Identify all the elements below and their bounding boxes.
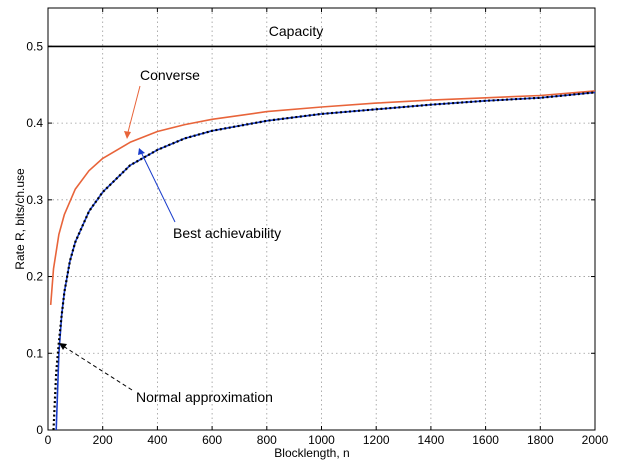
y-tick-label: 0 <box>36 423 43 437</box>
x-tick-label: 800 <box>257 433 277 447</box>
x-tick-label: 600 <box>202 433 222 447</box>
converse-annotation-arrow <box>126 85 141 137</box>
grid <box>48 8 595 430</box>
x-tick-label: 0 <box>45 433 52 447</box>
achievability-annotation-arrow <box>140 151 176 223</box>
x-tick-label: 200 <box>93 433 113 447</box>
tick-layer: 0 200 400 600 800 1000 1200 1400 1600 1800 2000 0 0.… <box>26 8 609 447</box>
y-tick-label: 0.1 <box>26 346 43 360</box>
series-converse <box>49 90 596 305</box>
x-tick-label: 2000 <box>582 433 609 447</box>
x-tick-label: 1800 <box>527 433 554 447</box>
normal-approx-annotation-arrow <box>62 345 133 391</box>
x-tick-label: 400 <box>147 433 167 447</box>
series-best-achievability <box>55 91 596 431</box>
x-tick-label: 1200 <box>363 433 390 447</box>
y-tick-label: 0.5 <box>26 39 43 53</box>
x-axis-label: Blocklength, n <box>274 446 349 460</box>
annotation-converse: Converse <box>140 67 200 83</box>
annotation-layer: Capacity Converse Best achievability Nor… <box>59 23 323 405</box>
y-tick-label: 0.4 <box>26 116 43 130</box>
series-layer <box>48 45 596 431</box>
annotation-capacity: Capacity <box>269 23 323 39</box>
x-tick-label: 1600 <box>472 433 499 447</box>
y-tick-label: 0.3 <box>26 193 43 207</box>
normal-approx-arrowhead-icon <box>59 343 67 350</box>
y-axis-label: Rate R, bits/ch.use <box>13 168 27 270</box>
series-normal-approximation <box>52 91 596 431</box>
annotation-normal-approximation: Normal approximation <box>136 389 273 405</box>
annotation-best-achievability: Best achievability <box>173 225 281 241</box>
converse-arrowhead-icon <box>124 131 131 139</box>
x-tick-label: 1400 <box>418 433 445 447</box>
x-tick-label: 1000 <box>308 433 335 447</box>
achievability-arrowhead-icon <box>138 148 145 155</box>
y-tick-label: 0.2 <box>26 270 43 284</box>
